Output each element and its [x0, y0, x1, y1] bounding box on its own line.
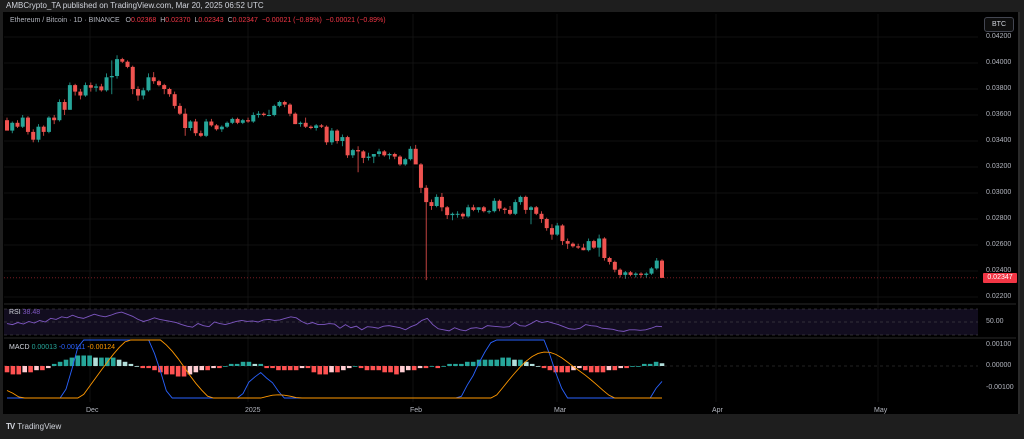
time-tick-2025: 2025 [245, 407, 261, 414]
tradingview-logo-icon: TV [6, 422, 15, 431]
rsi-label: RSI [9, 309, 21, 316]
price-tick: 0.02800 [986, 215, 1012, 222]
time-tick-mar: Mar [554, 407, 567, 414]
price-tick: 0.03800 [986, 85, 1012, 92]
footer: TV TradingView [0, 416, 1024, 439]
price-tick: 0.04000 [986, 59, 1012, 66]
price-tick: 0.02400 [986, 267, 1012, 274]
rsi-legend: RSI 38.48 [9, 309, 40, 316]
macd-axis-tick-2: 0.00000 [986, 362, 1012, 369]
currency-button[interactable]: BTC [984, 17, 1014, 32]
rsi-value: 38.48 [22, 309, 41, 316]
price-tick: 0.03400 [986, 137, 1012, 144]
symbol-name: Ethereum / Bitcoin · 1D · BINANCE [10, 17, 120, 24]
macd-label: MACD [9, 344, 30, 351]
macd-legend: MACD 0.00013 -0.00111 -0.00124 [9, 344, 115, 351]
change-value-2: −0.00021 (−0.89%) [325, 17, 386, 24]
high-value: 0.02370 [165, 17, 191, 24]
price-tick: 0.03600 [986, 111, 1012, 118]
time-tick-feb: Feb [410, 407, 423, 414]
time-tick-apr: Apr [712, 407, 723, 414]
rsi-axis-tick: 50.00 [986, 318, 1004, 325]
time-tick-may: May [874, 407, 888, 414]
change-value: −0.00021 (−0.89%) [261, 17, 322, 24]
top-bar: AMBCrypto_TA published on TradingView.co… [0, 0, 1024, 12]
price-tick: 0.02200 [986, 293, 1012, 300]
open-value: 0.02368 [131, 17, 157, 24]
low-label: L [194, 17, 199, 24]
low-value: 0.02343 [198, 17, 224, 24]
time-tick-dec: Dec [86, 407, 99, 414]
macd-hist-value: 0.00013 [31, 344, 57, 351]
price-tick: 0.03200 [986, 163, 1012, 170]
open-label: O [125, 17, 131, 24]
macd-axis-tick-1: 0.00100 [986, 341, 1012, 348]
symbol-legend: Ethereum / Bitcoin · 1D · BINANCE O0.023… [10, 17, 386, 24]
macd-axis-tick-3: -0.00100 [986, 384, 1014, 391]
close-value: 0.02347 [232, 17, 258, 24]
price-tick: 0.02600 [986, 241, 1012, 248]
tradingview-logo[interactable]: TV TradingView [6, 422, 61, 431]
price-tick: 0.03000 [986, 189, 1012, 196]
close-label: C [227, 17, 233, 24]
macd-line-value: -0.00111 [58, 344, 86, 351]
tradingview-logo-text: TradingView [17, 422, 62, 431]
macd-signal-value: -0.00124 [87, 344, 116, 351]
price-tick: 0.04200 [986, 33, 1012, 40]
high-label: H [160, 17, 166, 24]
current-price-badge: 0.02347 [983, 273, 1017, 283]
publish-info: AMBCrypto_TA published on TradingView.co… [6, 1, 264, 10]
